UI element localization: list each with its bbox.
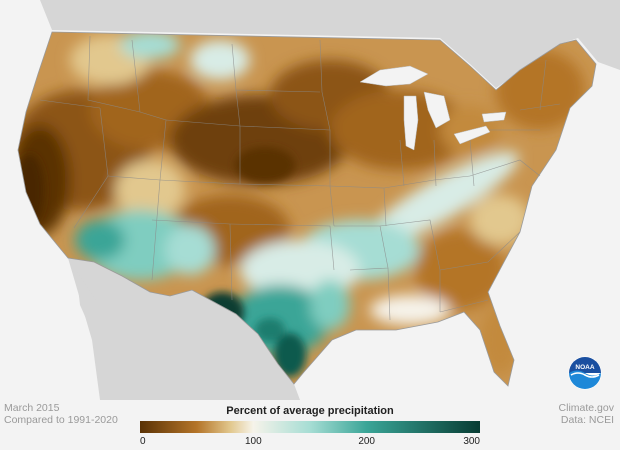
legend-tick-200: 200 [358,436,375,447]
lake-superior [359,65,429,87]
legend-color-bar [140,421,480,433]
caption-data-credit: Data: NCEI [560,414,614,426]
precipitation-field [18,32,596,386]
lake-michigan [403,95,419,151]
legend-tick-300: 300 [463,436,480,447]
us-outline [17,31,597,387]
legend-title: Percent of average precipitation [226,405,394,417]
noaa-logo-text: NOAA [575,364,594,371]
precipitation-map [0,0,620,400]
lake-ontario [481,111,507,123]
caption-source: Climate.gov [558,402,614,414]
neighboring-land [0,0,620,400]
legend-tick-0: 0 [140,436,146,447]
caption-baseline: Compared to 1991-2020 [4,414,118,426]
noaa-logo: NOAA [568,356,602,390]
lake-erie [453,125,491,145]
caption-period: March 2015 [4,402,60,414]
state-borders [39,35,561,321]
lake-huron [423,91,451,129]
baja-peninsula [76,270,140,400]
caption-right: Climate.gov Data: NCEI [559,402,614,426]
great-lakes [359,65,507,151]
caption-left: March 2015 Compared to 1991-2020 [4,402,118,426]
legend-tick-100: 100 [244,436,262,447]
canada-land [0,0,620,88]
